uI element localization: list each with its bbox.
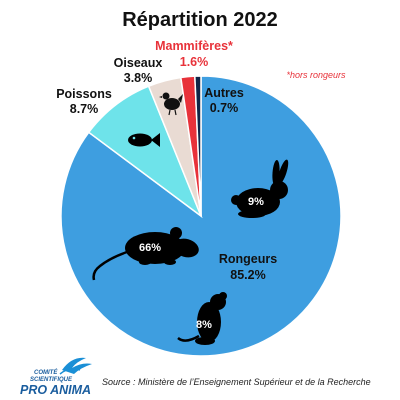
label-poissons-value: 8.7% — [70, 102, 99, 116]
label-autres-value: 0.7% — [210, 101, 239, 115]
rabbit-value: 9% — [248, 196, 264, 208]
chicken-icon — [159, 92, 183, 116]
chart-title: Répartition 2022 — [122, 9, 278, 31]
mouse-value: 66% — [139, 242, 161, 254]
rat-icon — [177, 292, 227, 345]
footnote-hors-rongeurs: *hors rongeurs — [286, 70, 346, 80]
pro-anima-logo: COMITÉ SCIENTIFIQUE PRO ANIMA — [20, 357, 92, 397]
label-oiseaux-name: Oiseaux — [114, 56, 163, 70]
logo-line2: SCIENTIFIQUE — [30, 377, 73, 383]
rabbit-icon — [231, 159, 289, 218]
label-poissons-name: Poissons — [56, 87, 112, 101]
logo-line3: PRO ANIMA — [20, 383, 91, 397]
label-oiseaux-value: 3.8% — [124, 71, 153, 85]
source-text: Source : Ministère de l’Enseignement Sup… — [102, 377, 371, 387]
label-rongeurs-value: 85.2% — [230, 268, 265, 282]
fish-icon — [128, 133, 160, 147]
pie-slices — [60, 75, 342, 357]
label-mammiferes-value: 1.6% — [180, 55, 209, 69]
logo-line1: COMITÉ — [34, 368, 58, 376]
mouse-icon — [92, 227, 199, 281]
rat-value: 8% — [196, 319, 212, 331]
label-autres-name: Autres — [204, 86, 244, 100]
slice-autres — [194, 75, 202, 217]
label-mammiferes-name: Mammifères* — [155, 39, 233, 53]
label-rongeurs-name: Rongeurs — [219, 252, 277, 266]
